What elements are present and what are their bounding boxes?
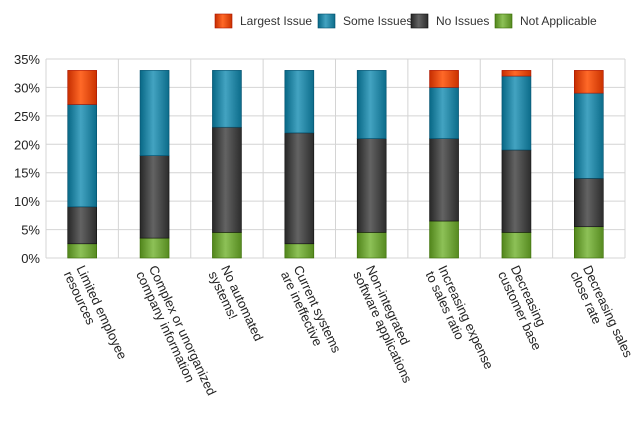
bar-no-issues [284,132,315,245]
bar-no-issues [501,149,532,233]
y-tick-label: 30% [14,80,40,95]
y-tick-label: 10% [14,194,40,209]
bar-not-applicable [356,232,387,259]
bar-largest-issue [67,70,97,105]
x-axis-labels: Limited employeeresources Complex or unor… [61,263,636,404]
bar-no-issues [574,178,604,228]
bar-not-applicable [429,220,459,259]
bar-largest-issue [429,70,459,88]
legend-label: Not Applicable [520,14,597,28]
bar-no-issues [429,138,459,222]
bar-some-issues [67,104,97,208]
bar-no-issues [356,138,387,233]
category-label: Complex or unorganizedcompany informatio… [133,263,219,404]
category-label: No automatedsystems! [206,263,267,349]
bar-some-issues [139,70,170,156]
grid-lines [45,58,626,259]
bar-some-issues [429,87,459,139]
y-axis-ticks: 0% 5% 10% 15% 20% 25% 30% 35% [14,52,40,266]
bar-some-issues [501,75,532,151]
bars [67,70,604,259]
legend-label: Some Issues [343,14,412,28]
y-tick-label: 15% [14,166,40,181]
legend-swatch-no-issues [410,13,429,29]
bar-no-issues [139,155,170,239]
bar-largest-issue [574,70,604,94]
bar-some-issues [356,70,387,139]
bar-not-applicable [212,232,242,259]
bar-no-issues [212,126,242,233]
bar-largest-issue [501,70,532,77]
bar-not-applicable [574,226,604,259]
bar-not-applicable [501,232,532,259]
y-tick-label: 5% [21,223,40,238]
legend: Largest Issue Some Issues No Issues Not App… [214,13,597,29]
y-tick-label: 0% [21,251,40,266]
y-tick-label: 25% [14,109,40,124]
category-label: Non-integratedsoftware applications [350,263,428,386]
bar-not-applicable [139,237,170,259]
category-label: Decreasing salesclose rate [567,263,636,366]
bar-no-issues [67,206,97,245]
bar-not-applicable [284,243,315,259]
bar-some-issues [284,70,315,134]
legend-label: No Issues [436,14,489,28]
bar-not-applicable [67,243,97,259]
bar-some-issues [212,70,242,128]
legend-swatch-largest-issue [214,13,233,29]
y-tick-label: 35% [14,52,40,67]
bar-some-issues [574,92,604,179]
category-label: Increasing expenseto sales ratio [423,263,497,377]
legend-swatch-not-applicable [494,13,513,29]
legend-swatch-some-issues [317,13,336,29]
legend-label: Largest Issue [240,14,312,28]
category-label: Decreasingcustomer base [495,263,557,353]
category-label: Limited employeeresources [61,263,130,368]
category-label: Current systemsare ineffective [278,263,344,361]
y-tick-label: 20% [14,137,40,152]
